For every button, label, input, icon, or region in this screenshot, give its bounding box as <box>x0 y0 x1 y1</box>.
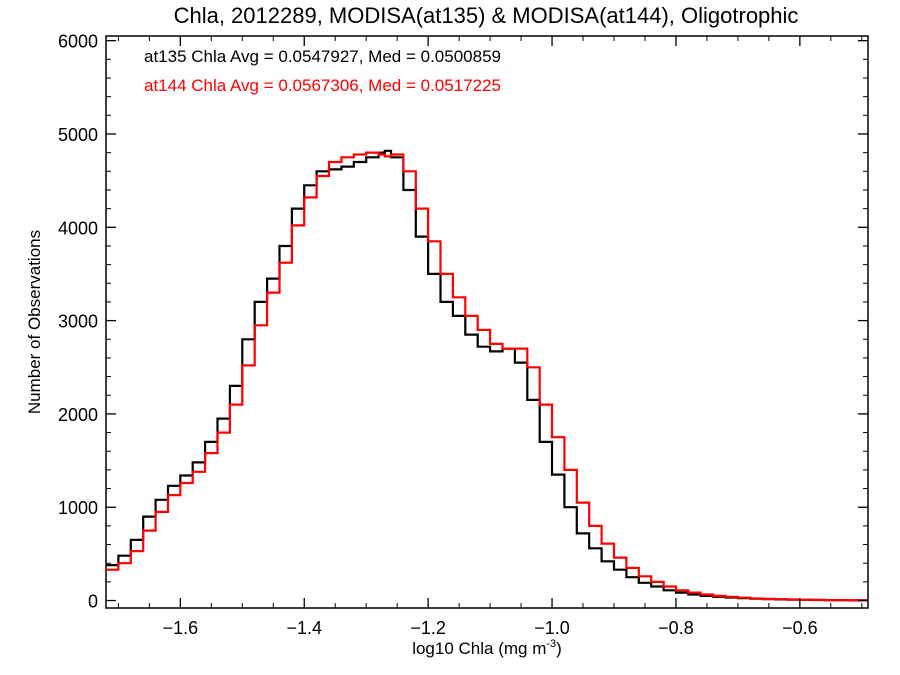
x-axis-ticks: −1.6 −1.4 −1.2 −1.0 −0.8 −0.6 <box>117 36 863 638</box>
y-axis-label: Number of Observations <box>25 230 44 414</box>
x-tick-label: −1.4 <box>286 618 322 638</box>
y-tick-label: 5000 <box>58 125 98 145</box>
histogram-series-1 <box>106 151 868 602</box>
y-tick-label: 6000 <box>58 32 98 52</box>
x-tick-label: −1.2 <box>410 618 446 638</box>
annotation-at144: at144 Chla Avg = 0.0567306, Med = 0.0517… <box>144 76 501 95</box>
x-axis-label: log10 Chla (mg m-3) <box>412 638 562 658</box>
y-tick-label: 0 <box>88 592 98 612</box>
series-layer <box>106 149 868 602</box>
x-tick-label: −0.6 <box>782 618 818 638</box>
y-tick-label: 2000 <box>58 405 98 425</box>
y-axis-ticks: 0 1000 2000 3000 4000 5000 6000 <box>58 32 868 612</box>
x-tick-label: −1.0 <box>534 618 570 638</box>
x-axis-label-superscript: -3 <box>546 638 556 650</box>
chart-title: Chla, 2012289, MODISA(at135) & MODISA(at… <box>174 3 799 28</box>
annotation-at135: at135 Chla Avg = 0.0547927, Med = 0.0500… <box>144 47 501 66</box>
x-axis-label-close: ) <box>556 639 562 658</box>
x-tick-label: −0.8 <box>658 618 694 638</box>
y-tick-label: 1000 <box>58 498 98 518</box>
histogram-series-0 <box>106 149 868 602</box>
y-tick-label: 4000 <box>58 218 98 238</box>
plot-frame <box>105 35 869 609</box>
x-axis-label-main: log10 Chla (mg m <box>412 639 546 658</box>
x-tick-label: −1.6 <box>163 618 199 638</box>
y-tick-label: 3000 <box>58 312 98 332</box>
